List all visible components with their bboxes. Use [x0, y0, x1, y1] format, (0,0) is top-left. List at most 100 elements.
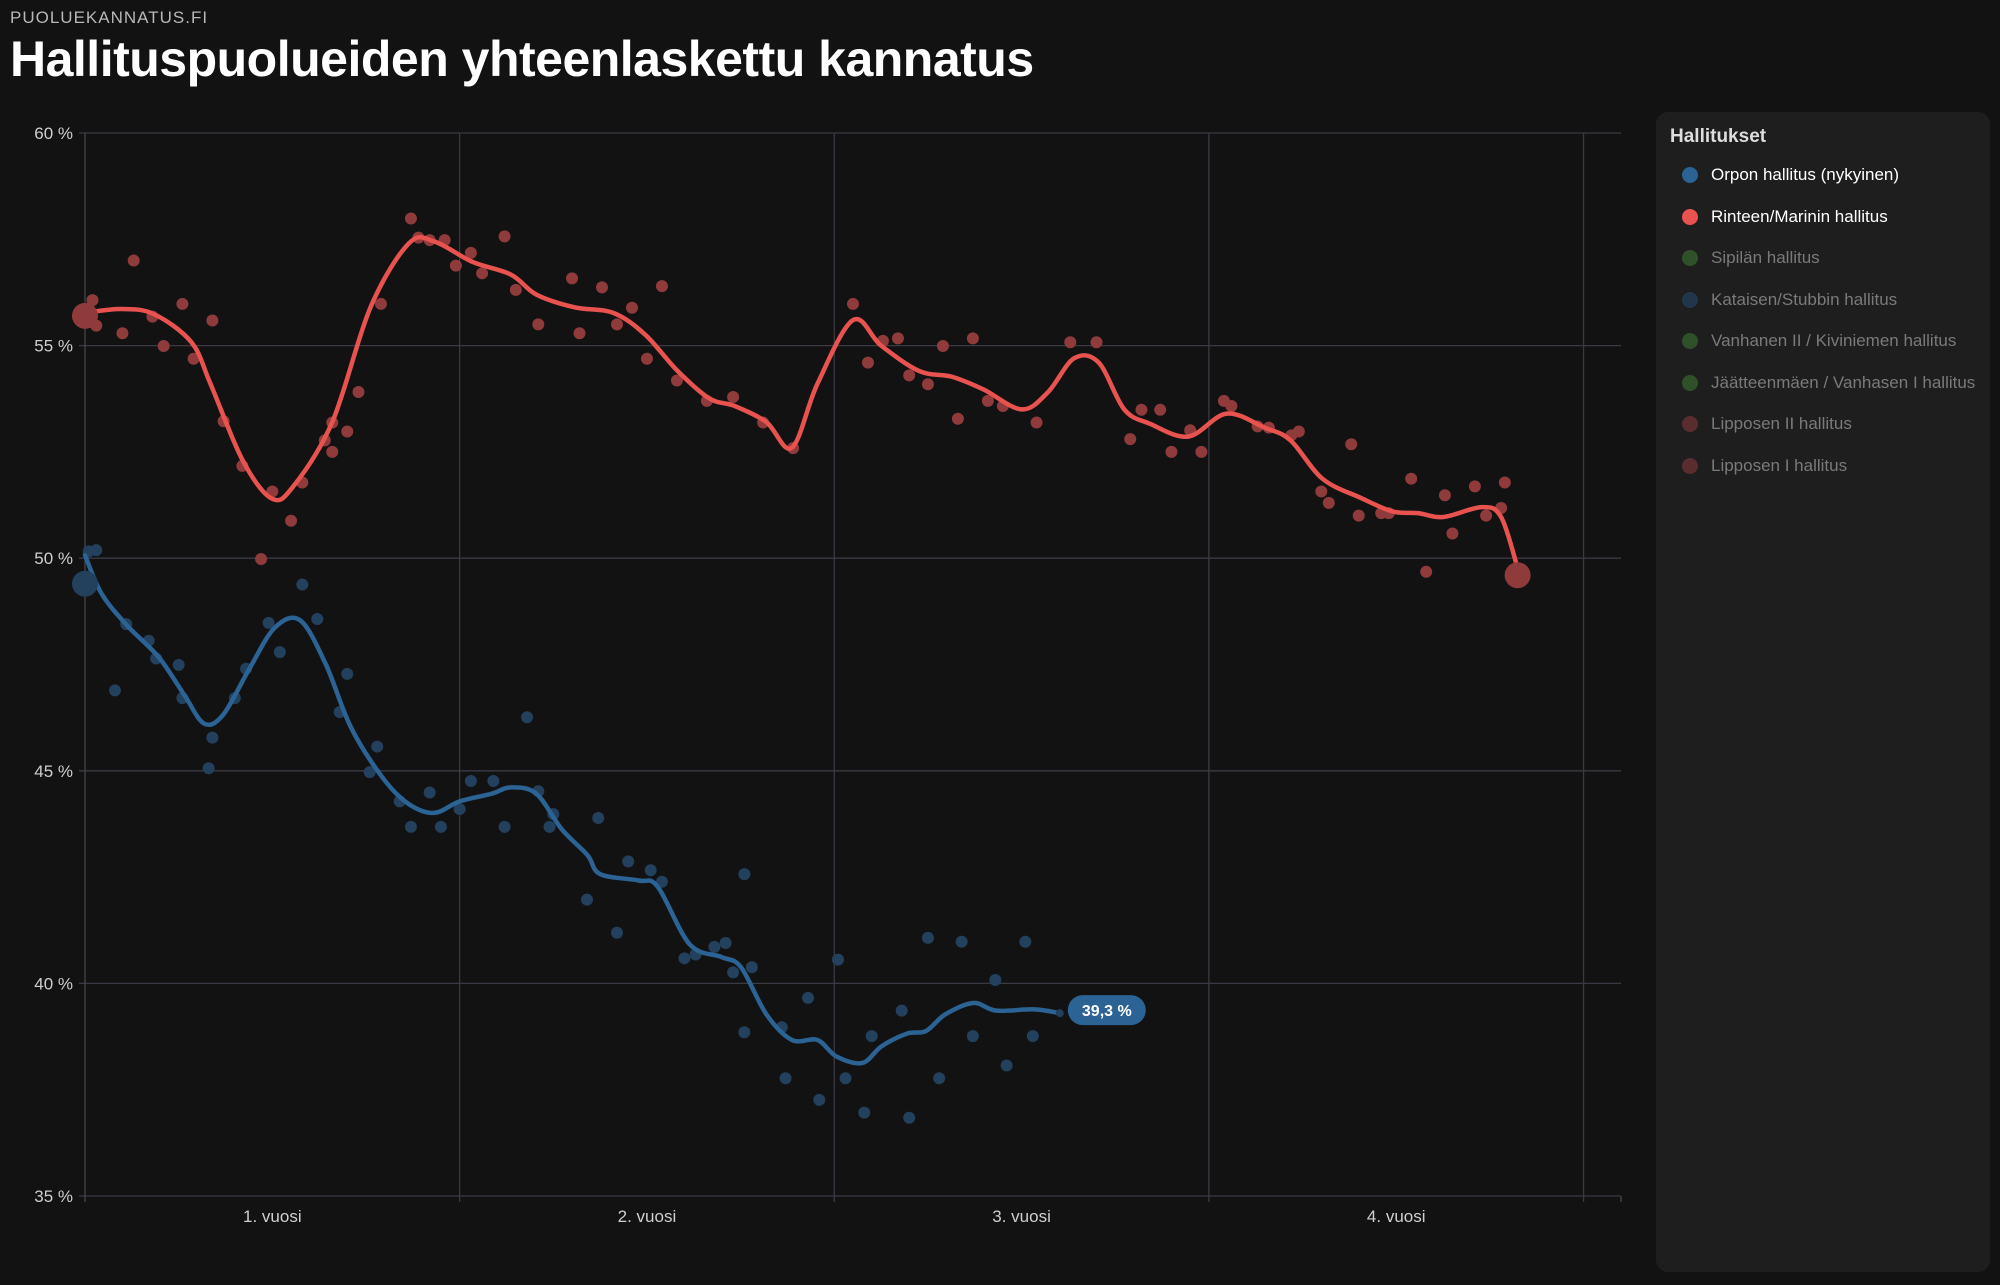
chart-axes: 60 % 55 % 50 % 45 % 40 % 35 % 1. vuosi 2. vuosi… [34, 124, 1425, 1226]
poll-dot [1124, 433, 1137, 446]
poll-dot [1498, 476, 1511, 489]
poll-dot [738, 868, 751, 881]
legend-item-label: Kataisen/Stubbin hallitus [1711, 289, 1898, 309]
y-tick-label: 35 % [34, 1187, 73, 1206]
legend-item-lipponen-2[interactable]: Lipposen II hallitus [1682, 409, 1982, 439]
poll-dot [90, 544, 103, 557]
poll-dot [921, 378, 934, 391]
poll-dot [933, 1072, 946, 1085]
end-marker [1504, 562, 1531, 589]
poll-dot [1165, 445, 1178, 458]
poll-dot [1480, 509, 1493, 522]
end-markers: 39,3 % [72, 302, 1531, 1026]
poll-dot [326, 445, 339, 458]
poll-dot [678, 952, 691, 965]
y-tick-label: 50 % [34, 549, 73, 568]
poll-dot [1090, 336, 1103, 349]
poll-dot [206, 314, 219, 327]
poll-dot [903, 1111, 916, 1124]
legend-color-dot [1682, 374, 1698, 391]
poll-dot [903, 369, 916, 382]
poll-dot [498, 230, 511, 243]
poll-dot [1405, 472, 1418, 485]
poll-dot [832, 953, 845, 966]
poll-dot [1064, 336, 1077, 349]
legend-item-jaatteenmaki-vanhanen[interactable]: Jäätteenmäen / Vanhasen I hallitus [1682, 368, 1982, 398]
poll-dot [423, 786, 436, 799]
legend-item-katainen-stubb[interactable]: Kataisen/Stubbin hallitus [1682, 285, 1982, 315]
poll-dot [464, 246, 477, 259]
poll-dot [172, 658, 185, 671]
poll-dot [573, 327, 586, 340]
poll-dot [262, 616, 275, 629]
page-title: Hallituspuolueiden yhteenlaskettu kannat… [10, 31, 1034, 87]
poll-dot [936, 340, 949, 353]
poll-dot [566, 272, 579, 285]
y-tick-label: 60 % [34, 124, 73, 143]
poll-dot [285, 514, 298, 527]
legend-color-dot [1682, 333, 1698, 349]
poll-dot [1315, 485, 1328, 498]
trend-line [82, 552, 1063, 1066]
poll-dot [86, 294, 99, 307]
poll-dot [1352, 509, 1365, 522]
poll-dot [1019, 935, 1032, 948]
legend-item-vanhanen-kiviniemi[interactable]: Vanhanen II / Kiviniemen hallitus [1682, 326, 1982, 356]
legend-item-lipponen-1[interactable]: Lipposen I hallitus [1682, 451, 1982, 481]
trend-lines [82, 234, 1520, 1066]
poll-dot [719, 937, 732, 950]
legend-color-dot [1682, 250, 1698, 266]
poll-dot [374, 297, 387, 310]
value-badge [1067, 995, 1146, 1026]
poll-dot [644, 864, 657, 877]
poll-dot [1322, 496, 1335, 509]
legend-item-rinne-marin[interactable]: Rinteen/Marinin hallitus [1682, 202, 1982, 232]
poll-dot [116, 327, 129, 340]
legend-item-sipila[interactable]: Sipilän hallitus [1682, 243, 1982, 273]
poll-dot [521, 711, 534, 724]
legend-color-dot [1682, 416, 1698, 432]
poll-dot [951, 412, 964, 425]
poll-dot [592, 811, 605, 824]
site-name[interactable]: PUOLUEKANNATUS.FI [10, 8, 209, 27]
poll-dot [989, 973, 1002, 986]
poll-dot [543, 820, 556, 833]
poll-dot [839, 1072, 852, 1085]
legend-item-orpo[interactable]: Orpon hallitus (nykyinen) [1682, 160, 1982, 190]
poll-dot [813, 1093, 826, 1106]
poll-dot [610, 926, 623, 939]
poll-dot [981, 394, 994, 407]
poll-dot [187, 352, 200, 365]
y-tick-label: 55 % [34, 337, 73, 356]
poll-dot [1026, 1030, 1039, 1043]
poll-dot [1225, 399, 1238, 412]
poll-dot [453, 803, 466, 816]
poll-dot [273, 646, 286, 659]
poll-dot [127, 254, 140, 267]
legend-item-label: Orpon hallitus (nykyinen) [1711, 165, 1900, 184]
legend-item-label: Rinteen/Marinin hallitus [1711, 206, 1888, 226]
legend-list: Orpon hallitus (nykyinen) Rinteen/Marini… [1682, 160, 1982, 492]
legend-item-label: Sipilän hallitus [1711, 248, 1820, 267]
poll-dot [464, 775, 477, 788]
legend-item-label: Jäätteenmäen / Vanhasen I hallitus [1711, 372, 1976, 392]
poll-dot [404, 820, 417, 833]
poll-dot [847, 297, 859, 310]
poll-dot [595, 281, 608, 294]
poll-dot [655, 280, 668, 293]
poll-dot [610, 318, 623, 331]
poll-dot [1000, 1059, 1013, 1072]
poll-dot [296, 578, 309, 591]
legend-color-dot [1682, 457, 1698, 474]
poll-dot [1468, 480, 1481, 493]
value-badge-label: 39,3 % [1082, 1003, 1132, 1020]
poll-dot [371, 740, 384, 753]
poll-dot [352, 385, 365, 398]
poll-dot [625, 301, 638, 314]
poll-dot [476, 267, 489, 280]
poll-dot [640, 352, 653, 365]
poll-dot [622, 855, 635, 868]
poll-dot [363, 766, 376, 779]
poll-dot [108, 684, 121, 697]
poll-dot [1292, 425, 1305, 438]
